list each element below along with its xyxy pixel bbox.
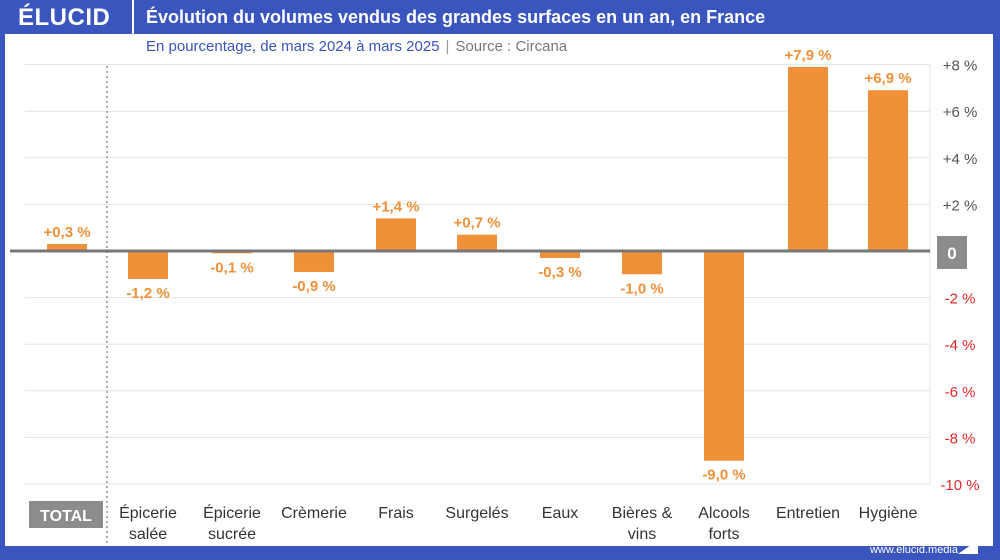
x-tick-label: Alcools forts bbox=[698, 505, 750, 543]
y-tick-label: +8 % bbox=[943, 58, 978, 75]
x-tick-label-line: forts bbox=[708, 526, 739, 543]
x-tick-label-line: Bières & bbox=[612, 505, 673, 522]
elucid-logo: ÉLUCID bbox=[18, 4, 111, 31]
header-bar: ÉLUCID Évolution du volumes vendus des g… bbox=[0, 0, 1000, 34]
x-tick-label-line: Épicerie bbox=[203, 503, 261, 522]
elucid-mark-icon bbox=[958, 540, 978, 554]
x-tick-label: Crèmerie bbox=[281, 505, 347, 522]
x-tick-label-line: Épicerie bbox=[119, 503, 177, 522]
bar bbox=[457, 234, 497, 251]
subtitle-text: En pourcentage, de mars 2024 à mars 2025 bbox=[146, 38, 440, 55]
y-tick-label: 0 bbox=[947, 244, 956, 263]
x-tick-label: Entretien bbox=[776, 505, 840, 522]
chart-title: Évolution du volumes vendus des grandes … bbox=[146, 7, 766, 27]
data-label: +1,4 % bbox=[372, 198, 419, 215]
y-tick-label: -2 % bbox=[945, 291, 976, 308]
data-label: -0,9 % bbox=[292, 278, 335, 295]
x-tick-label-line: Crèmerie bbox=[281, 505, 347, 522]
bar bbox=[788, 66, 828, 252]
total-label-box bbox=[29, 501, 103, 528]
x-tick-label: Bières & vins bbox=[612, 505, 673, 543]
x-tick-label: Épicerie salée bbox=[119, 503, 177, 543]
y-tick-label: +2 % bbox=[943, 197, 978, 214]
bar bbox=[540, 251, 580, 258]
bar bbox=[47, 244, 87, 251]
data-label: +7,9 % bbox=[784, 47, 831, 64]
y-tick-label: -10 % bbox=[940, 477, 979, 494]
x-tick-label: Hygiène bbox=[859, 505, 918, 522]
data-label: +6,9 % bbox=[864, 70, 911, 87]
chart-panel bbox=[5, 34, 993, 546]
data-label: -1,0 % bbox=[620, 280, 663, 297]
bar bbox=[128, 251, 168, 279]
x-tick-label-line: salée bbox=[129, 526, 167, 543]
footer-url[interactable]: www.elucid.media bbox=[869, 544, 958, 556]
y-tick-label: -4 % bbox=[945, 337, 976, 354]
y-tick-label: +4 % bbox=[943, 151, 978, 168]
x-tick-label: TOTAL bbox=[40, 508, 92, 525]
source-text: Source : Circana bbox=[455, 38, 568, 55]
x-tick-label-line: Frais bbox=[378, 505, 414, 522]
bar bbox=[704, 251, 744, 461]
data-label: +0,7 % bbox=[453, 215, 500, 232]
x-tick-label: Frais bbox=[378, 505, 414, 522]
header-divider bbox=[132, 0, 134, 34]
x-tick-label-line: vins bbox=[628, 526, 656, 543]
zero-label-box bbox=[937, 236, 967, 269]
bar bbox=[294, 251, 334, 272]
bar bbox=[376, 218, 416, 251]
bar bbox=[622, 251, 662, 275]
bar bbox=[868, 90, 908, 251]
x-tick-label-line: Hygiène bbox=[859, 505, 918, 522]
x-tick-label-line: Alcools bbox=[698, 505, 750, 522]
data-label: +0,3 % bbox=[43, 224, 90, 241]
y-tick-label: -6 % bbox=[945, 384, 976, 401]
data-label: -0,3 % bbox=[538, 264, 581, 281]
x-tick-label-line: sucrée bbox=[208, 526, 256, 543]
data-label: -9,0 % bbox=[702, 467, 745, 484]
data-label: -1,2 % bbox=[126, 285, 169, 302]
x-tick-label-line: Surgelés bbox=[445, 505, 508, 522]
separator: | bbox=[445, 38, 450, 55]
x-tick-label-line: Eaux bbox=[542, 505, 578, 522]
x-tick-label: Surgelés bbox=[445, 505, 508, 522]
x-tick-label: Eaux bbox=[542, 505, 578, 522]
y-tick-label: -8 % bbox=[945, 430, 976, 447]
y-tick-label: +6 % bbox=[943, 104, 978, 121]
chart-subtitle: En pourcentage, de mars 2024 à mars 2025… bbox=[146, 38, 567, 55]
x-tick-label-line: Entretien bbox=[776, 505, 840, 522]
data-label: -0,1 % bbox=[210, 259, 253, 276]
x-tick-label: Épicerie sucrée bbox=[203, 503, 261, 543]
